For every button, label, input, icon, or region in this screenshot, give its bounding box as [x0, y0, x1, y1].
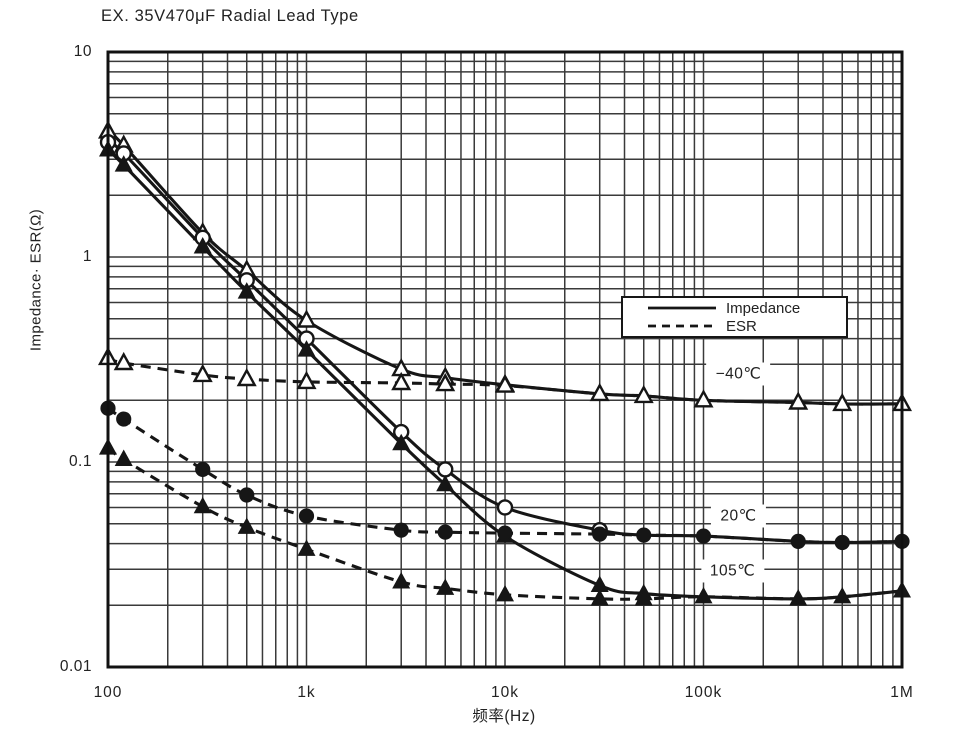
- series-marker: [695, 528, 712, 544]
- series-marker: [393, 522, 409, 538]
- series-marker: [436, 474, 455, 492]
- series-marker: [193, 237, 212, 254]
- series-marker: [589, 382, 610, 402]
- series-marker: [296, 370, 317, 390]
- series-marker: [789, 589, 808, 606]
- series-marker: [297, 539, 316, 556]
- series-marker: [497, 525, 513, 541]
- series-marker: [237, 282, 256, 299]
- legend: Impedance ESR: [621, 296, 848, 338]
- series-line: [107, 406, 903, 545]
- series-marker: [788, 391, 809, 410]
- series-marker: [437, 524, 453, 540]
- chart-title: EX. 35V470μF Radial Lead Type: [101, 7, 359, 25]
- series-marker: [634, 589, 653, 606]
- series-marker: [832, 392, 853, 412]
- series-marker: [296, 309, 317, 328]
- series-marker: [298, 508, 315, 524]
- y-tick-label: 0.01: [59, 658, 92, 675]
- series-marker: [437, 461, 454, 478]
- grid: [107, 51, 903, 668]
- plot-frame: [106, 50, 904, 669]
- y-tick-label: 1: [82, 248, 92, 265]
- series-marker: [392, 433, 411, 451]
- series-marker: [193, 496, 212, 514]
- series-marker: [392, 572, 411, 589]
- series-marker: [436, 578, 455, 595]
- series-marker: [633, 384, 654, 404]
- series-marker: [834, 534, 850, 551]
- series-marker: [236, 367, 257, 387]
- series-marker: [237, 517, 256, 534]
- x-tick-label: 1k: [297, 684, 316, 701]
- series-marker: [192, 363, 213, 383]
- series-marker: [195, 461, 211, 478]
- series-marker: [790, 533, 806, 549]
- series-marker: [496, 499, 514, 516]
- series-marker: [114, 155, 133, 172]
- y-tick-label: 0.1: [68, 453, 92, 470]
- series-line: [107, 446, 903, 601]
- curve-label: 105℃: [700, 559, 765, 583]
- series-marker: [636, 527, 652, 543]
- series-marker: [592, 526, 608, 542]
- curve-label: 20℃: [711, 504, 766, 528]
- legend-label-esr: ESR: [726, 317, 757, 335]
- legend-label-impedance: Impedance: [726, 299, 801, 317]
- x-tick-label: 10k: [491, 684, 519, 701]
- series-marker: [114, 449, 133, 466]
- series-marker: [116, 411, 132, 427]
- legend-item-impedance: Impedance: [647, 301, 846, 316]
- x-tick-label: 1M: [890, 684, 914, 701]
- series-marker: [590, 589, 609, 606]
- series-marker: [833, 586, 852, 604]
- x-tick-label: 100k: [684, 684, 723, 701]
- x-axis-label: 频率(Hz): [472, 708, 536, 725]
- series-marker: [297, 340, 316, 357]
- series-marker: [391, 371, 412, 391]
- series-marker: [239, 487, 255, 503]
- curve-label: −40℃: [706, 362, 771, 386]
- series-marker: [693, 389, 714, 408]
- series-marker: [694, 586, 713, 604]
- series-marker: [495, 584, 515, 602]
- y-axis-label: Impedance· ESR(Ω): [27, 208, 45, 352]
- y-tick-label: 10: [73, 43, 92, 60]
- series-marker: [494, 374, 516, 393]
- legend-item-esr: ESR: [647, 319, 846, 334]
- series-marker: [113, 351, 134, 371]
- dashed-line-icon: [648, 324, 716, 328]
- series-marker: [435, 373, 456, 392]
- solid-line-icon: [648, 306, 716, 310]
- x-tick-label: 100: [93, 684, 123, 701]
